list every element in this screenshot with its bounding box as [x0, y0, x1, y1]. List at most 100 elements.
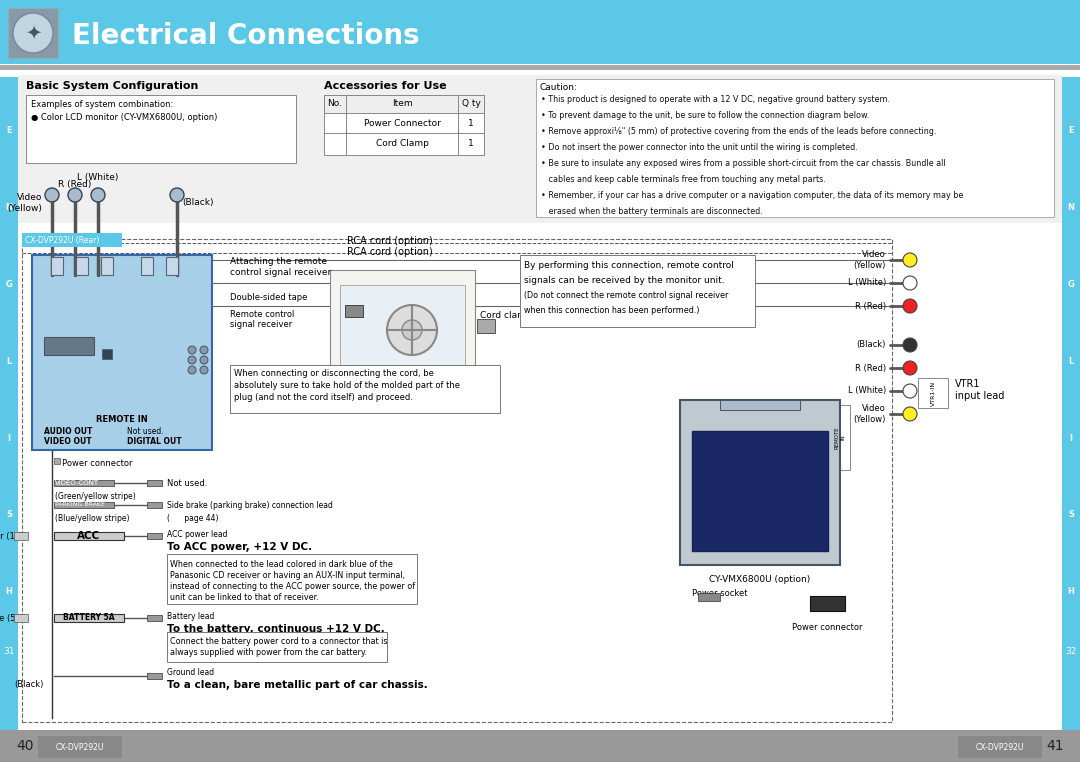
Text: RCA cord (option): RCA cord (option) — [347, 247, 433, 257]
Text: 31: 31 — [3, 647, 15, 656]
Text: Side brake (parking brake) connection lead: Side brake (parking brake) connection le… — [167, 501, 333, 510]
Text: Cord Clamp: Cord Clamp — [376, 139, 429, 148]
Bar — [0, 730, 1080, 762]
Bar — [0, 64, 1080, 66]
Text: R (Red): R (Red) — [855, 302, 886, 310]
Text: DIGITAL OUT: DIGITAL OUT — [127, 437, 181, 447]
Circle shape — [188, 366, 195, 374]
Text: plug (and not the cord itself) and proceed.: plug (and not the cord itself) and proce… — [234, 393, 413, 402]
Text: Q ty: Q ty — [461, 100, 481, 108]
Bar — [18, 225, 1062, 728]
Text: CX-DVP292U (Rear): CX-DVP292U (Rear) — [25, 235, 99, 245]
Bar — [958, 736, 1042, 758]
Circle shape — [903, 299, 917, 313]
Bar — [536, 79, 1054, 217]
Text: Item: Item — [392, 100, 413, 108]
Text: No.: No. — [327, 100, 342, 108]
Bar — [147, 615, 162, 621]
Text: S: S — [1068, 511, 1074, 520]
Text: (Black): (Black) — [14, 680, 43, 689]
Bar — [1062, 77, 1080, 730]
Text: ● Color LCD monitor (CY-VMX6800U, option): ● Color LCD monitor (CY-VMX6800U, option… — [31, 113, 217, 122]
Text: (Black): (Black) — [856, 341, 886, 350]
Text: When connecting or disconnecting the cord, be: When connecting or disconnecting the cor… — [234, 369, 434, 378]
Text: H: H — [1067, 588, 1075, 596]
Text: ACC: ACC — [78, 531, 100, 541]
Circle shape — [387, 305, 437, 355]
Text: • This product is designed to operate with a 12 V DC, negative ground battery sy: • This product is designed to operate wi… — [541, 95, 890, 104]
Bar — [324, 95, 484, 155]
Bar — [0, 0, 1080, 65]
Circle shape — [903, 338, 917, 352]
Bar — [720, 400, 800, 410]
Circle shape — [200, 356, 208, 364]
Bar — [141, 257, 153, 275]
Text: G: G — [1067, 280, 1075, 289]
Text: Cord clamp: Cord clamp — [480, 310, 531, 319]
Text: signals can be received by the monitor unit.: signals can be received by the monitor u… — [524, 276, 725, 285]
Bar — [167, 554, 417, 604]
Bar — [166, 257, 178, 275]
Text: S: S — [6, 511, 12, 520]
Circle shape — [903, 276, 917, 290]
Text: PARKING BRAKE: PARKING BRAKE — [55, 502, 105, 507]
Text: N: N — [1067, 203, 1075, 212]
Text: Remote control
signal receiver lead: Remote control signal receiver lead — [743, 425, 826, 445]
Bar — [519, 255, 755, 327]
Text: absolutely sure to take hold of the molded part of the: absolutely sure to take hold of the mold… — [234, 381, 460, 390]
Bar — [76, 257, 87, 275]
Text: • Be sure to insulate any exposed wires from a possible short-circuit from the c: • Be sure to insulate any exposed wires … — [541, 159, 946, 168]
Text: Battery lead: Battery lead — [167, 612, 214, 621]
Bar — [147, 480, 162, 486]
Text: (      page 44): ( page 44) — [167, 514, 218, 523]
Bar — [330, 270, 475, 375]
Bar — [44, 337, 94, 355]
Text: • To prevent damage to the unit, be sure to follow the connection diagram below.: • To prevent damage to the unit, be sure… — [541, 111, 869, 120]
Text: VTR1
input lead: VTR1 input lead — [955, 379, 1004, 401]
Text: Remote control: Remote control — [230, 310, 295, 319]
Text: (Black): (Black) — [183, 198, 214, 207]
Text: REMOTE
IN: REMOTE IN — [835, 426, 846, 449]
Circle shape — [91, 188, 105, 202]
Text: Not used.: Not used. — [127, 427, 164, 437]
Bar — [54, 458, 60, 464]
Text: (Red)  Resistor (1 Ω): (Red) Resistor (1 Ω) — [0, 532, 27, 540]
Text: BATTERY 5A: BATTERY 5A — [64, 613, 114, 623]
Bar — [831, 405, 850, 470]
Circle shape — [13, 13, 53, 53]
Circle shape — [188, 346, 195, 354]
Text: To a clean, bare metallic part of car chassis.: To a clean, bare metallic part of car ch… — [167, 680, 428, 690]
Bar — [26, 95, 296, 163]
Text: Video
(Yellow): Video (Yellow) — [853, 405, 886, 424]
Text: Examples of system combination:: Examples of system combination: — [31, 100, 173, 109]
Bar — [810, 596, 845, 611]
Circle shape — [903, 253, 917, 267]
Bar — [147, 533, 162, 539]
Text: L (White): L (White) — [848, 278, 886, 287]
Text: Power Connector: Power Connector — [364, 119, 441, 127]
Text: ✦: ✦ — [25, 24, 41, 43]
Circle shape — [68, 188, 82, 202]
Text: Panasonic CD receiver or having an AUX-IN input terminal,: Panasonic CD receiver or having an AUX-I… — [170, 571, 405, 580]
Text: Double-sided tape: Double-sided tape — [230, 293, 308, 302]
Bar — [8, 8, 58, 58]
Text: E: E — [6, 126, 12, 136]
Text: Ground lead: Ground lead — [167, 668, 214, 677]
Bar — [0, 65, 1080, 70]
Text: R (Red): R (Red) — [855, 363, 886, 373]
Text: • Remember, if your car has a drive computer or a navigation computer, the data : • Remember, if your car has a drive comp… — [541, 191, 963, 200]
Text: N: N — [5, 203, 13, 212]
Circle shape — [200, 346, 208, 354]
Text: CX-DVP292U: CX-DVP292U — [976, 742, 1024, 751]
Bar — [680, 400, 840, 565]
Text: ACC power lead: ACC power lead — [167, 530, 228, 539]
Bar — [14, 614, 28, 622]
Text: I: I — [8, 434, 11, 443]
Bar — [51, 257, 63, 275]
Text: Power socket: Power socket — [692, 588, 747, 597]
Bar — [230, 365, 500, 413]
Text: VTR1-IN: VTR1-IN — [931, 380, 935, 405]
Bar — [147, 673, 162, 679]
Text: By performing this connection, remote control: By performing this connection, remote co… — [524, 261, 734, 270]
Bar — [102, 257, 113, 275]
